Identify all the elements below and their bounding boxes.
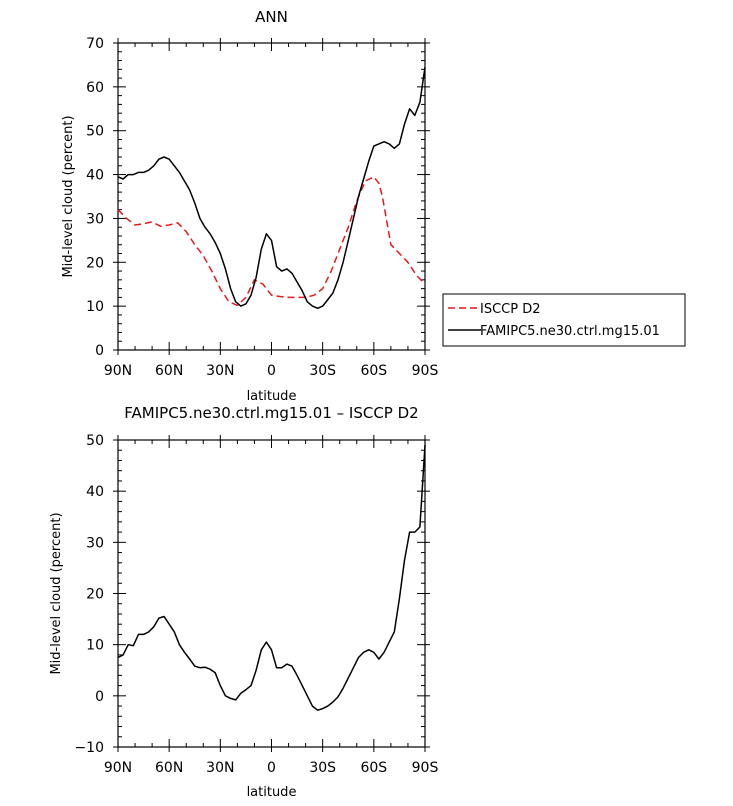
series-line-1 xyxy=(117,66,426,310)
y-tick-label: 20 xyxy=(86,255,104,271)
y-tick-label: 30 xyxy=(86,211,104,227)
x-tick-label: 60N xyxy=(155,760,183,776)
x-tick-label: 0 xyxy=(267,760,276,776)
x-tick-label: 60S xyxy=(360,760,387,776)
series-line-0 xyxy=(117,445,426,711)
bottom-panel: 90N 60N 30N 0 30S 60S 90S −10 0 10 20 30 40 50 FAMIPC5… xyxy=(49,404,438,800)
x-tick-label: 30S xyxy=(309,760,336,776)
y-tick-label: 20 xyxy=(86,587,104,603)
x-tick-label: 60S xyxy=(360,363,387,379)
legend-label-0: ISCCP D2 xyxy=(480,302,541,317)
x-tick-label: 30N xyxy=(206,760,234,776)
y-tick-label: 70 xyxy=(86,36,104,52)
y-tick-label: 40 xyxy=(86,484,104,500)
x-axis-label: latitude xyxy=(247,389,297,404)
x-tick-label: 90N xyxy=(104,760,132,776)
x-tick-label: 30N xyxy=(206,363,234,379)
y-tick-label: −10 xyxy=(74,740,104,756)
y-axis-label: Mid-level cloud (percent) xyxy=(61,115,76,277)
legend-label-1: FAMIPC5.ne30.ctrl.mg15.01 xyxy=(480,324,660,339)
y-tick-label: 0 xyxy=(95,343,104,359)
y-axis-label: Mid-level cloud (percent) xyxy=(49,512,64,674)
y-tick-label: 30 xyxy=(86,535,104,551)
y-tick-label: 60 xyxy=(86,80,104,96)
x-tick-label: 90S xyxy=(412,363,439,379)
x-tick-label: 60N xyxy=(155,363,183,379)
y-tick-label: 10 xyxy=(86,638,104,654)
y-tick-label: 50 xyxy=(86,124,104,140)
plot-frame xyxy=(117,42,426,351)
x-tick-label: 0 xyxy=(267,363,276,379)
plot-frame xyxy=(117,439,426,748)
legend-box xyxy=(442,293,686,347)
x-tick-label: 30S xyxy=(309,363,336,379)
top-panel: 90N 60N 30N 0 30S 60S 90S 0 10 20 30 40 50 60 70 ANN lat… xyxy=(61,8,686,404)
y-tick-label: 50 xyxy=(86,433,104,449)
x-tick-label: 90N xyxy=(104,363,132,379)
x-axis-label: latitude xyxy=(247,785,297,800)
chart-title: FAMIPC5.ne30.ctrl.mg15.01 – ISCCP D2 xyxy=(124,404,418,422)
chart-title: ANN xyxy=(255,8,288,26)
y-tick-label: 0 xyxy=(95,689,104,705)
y-tick-label: 40 xyxy=(86,168,104,184)
series-line-0 xyxy=(117,176,426,307)
y-tick-label: 10 xyxy=(86,299,104,315)
x-tick-label: 90S xyxy=(412,760,439,776)
